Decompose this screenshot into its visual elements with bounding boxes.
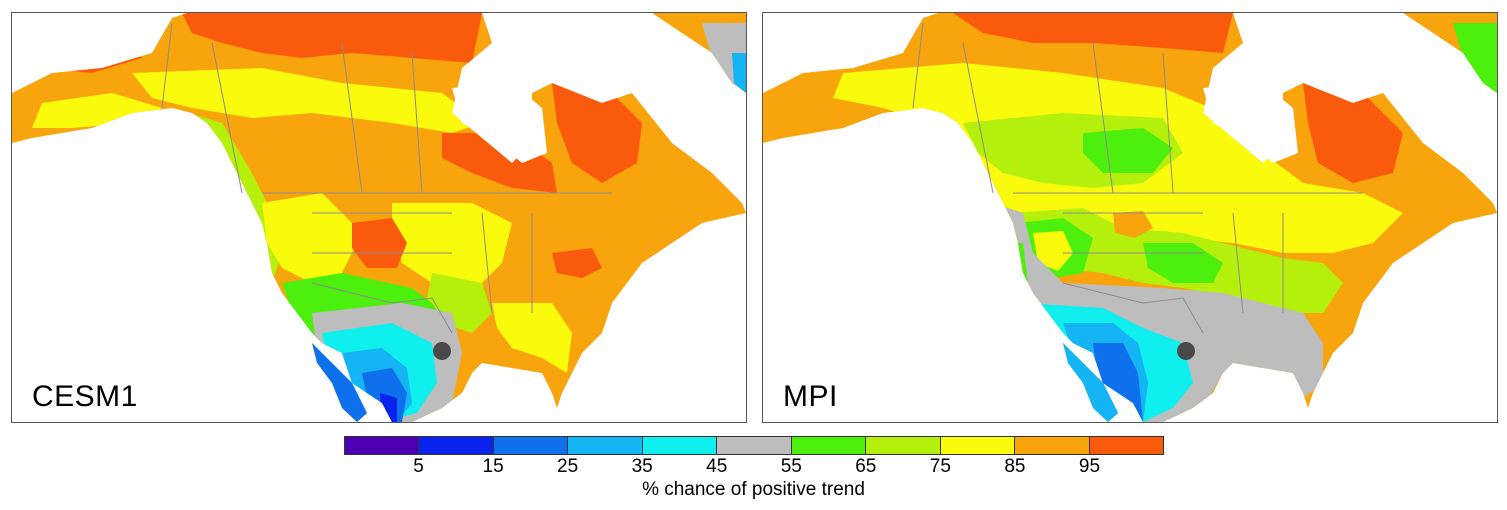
location-marker — [1177, 342, 1195, 360]
colorbar-cell — [791, 437, 867, 454]
map-cesm1 — [12, 13, 746, 422]
colorbar-tick-label: 85 — [1004, 456, 1026, 477]
colorbar-cell — [568, 437, 643, 454]
trend-field-mpi — [763, 13, 1497, 422]
panel-label-cesm1: CESM1 — [32, 380, 138, 413]
political-borders — [912, 22, 1363, 334]
colorbar-tick-label: 65 — [855, 456, 877, 477]
colorbar-cell — [493, 437, 569, 454]
panel-label-mpi: MPI — [783, 380, 838, 413]
hudson-bay — [1203, 83, 1298, 163]
colorbar-tick-label: 55 — [780, 456, 802, 477]
colorbar-tick-label: 45 — [706, 456, 728, 477]
colorbar-tick-label: 35 — [631, 456, 653, 477]
map-mpi — [763, 13, 1497, 422]
map-panel-mpi: MPI — [762, 12, 1498, 423]
colorbar-cell — [1015, 437, 1090, 454]
location-marker — [433, 342, 451, 360]
colorbar-cell — [419, 437, 494, 454]
colorbar-cell — [642, 437, 718, 454]
hudson-bay — [452, 83, 547, 163]
colorbar-tick-label: 5 — [413, 456, 424, 477]
political-borders — [161, 22, 612, 334]
colorbar-tick-label: 25 — [557, 456, 579, 477]
colorbar-cell — [866, 437, 941, 454]
colorbar-title: % chance of positive trend — [642, 479, 865, 500]
colorbar-tick-label: 95 — [1078, 456, 1101, 477]
map-panel-cesm1: CESM1 — [11, 12, 747, 423]
colorbar-cell — [1089, 437, 1163, 454]
colorbar-cell — [717, 437, 792, 454]
colorbar — [344, 436, 1164, 455]
colorbar-cell — [940, 437, 1016, 454]
colorbar-tick-label: 75 — [929, 456, 951, 477]
trend-field-cesm1 — [12, 13, 746, 422]
colorbar-tick-label: 15 — [482, 456, 504, 477]
colorbar-cell — [345, 437, 420, 454]
